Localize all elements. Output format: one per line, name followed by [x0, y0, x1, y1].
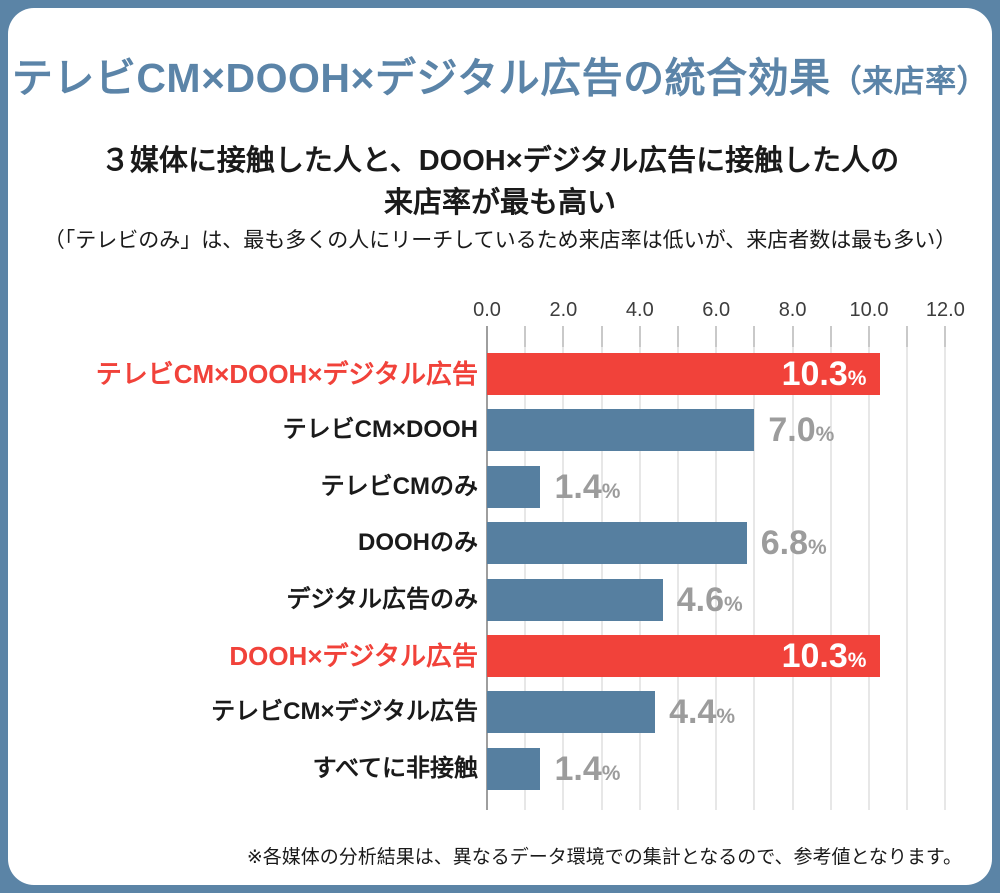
axis-tick-label: 6.0: [702, 299, 731, 321]
bar-row-label: テレビCM×DOOH: [282, 416, 478, 444]
axis-tick: [868, 326, 870, 347]
gridline: [791, 347, 794, 810]
bar: [487, 465, 541, 508]
bar: [487, 691, 656, 734]
axis-tick: [753, 326, 756, 347]
bar-value-percent-sign: %: [847, 367, 867, 390]
bar-value-percent-sign: %: [723, 592, 743, 616]
gridline: [562, 347, 565, 810]
axis-tick-label: 10.0: [849, 299, 889, 321]
gridline: [906, 347, 909, 810]
bar-value-percent-sign: %: [847, 649, 867, 672]
gridline: [829, 347, 832, 810]
axis-tick: [906, 326, 909, 347]
page-title-suffix: （来店率）: [830, 64, 989, 99]
bar-value-number: 4.4: [669, 693, 717, 732]
axis-tick: [791, 326, 794, 347]
bar: [487, 409, 755, 452]
axis-tick: [677, 326, 679, 347]
bar-row-label: デジタル広告のみ: [286, 585, 478, 613]
axis-tick: [486, 326, 488, 347]
axis-tick-label: 0.0: [473, 299, 501, 321]
gridline: [638, 347, 641, 810]
gridline: [677, 347, 679, 810]
bar-value-percent-sign: %: [815, 423, 835, 447]
axis-tick: [944, 326, 947, 347]
chart-subtitle: ３媒体に接触した人と、DOOH×デジタル広告に接触した人の 来店率が最も高い: [0, 140, 1000, 224]
axis-tick-label: 8.0: [778, 299, 807, 321]
bar: [487, 353, 881, 395]
axis-tick-label: 12.0: [925, 299, 965, 321]
bar-value: 10.3%: [487, 353, 867, 395]
bar-value: 10.3%: [487, 635, 867, 677]
bar-row-label: テレビCMのみ: [320, 472, 478, 500]
bar: [487, 747, 541, 790]
axis-tick: [524, 326, 527, 347]
footnote: ※各媒体の分析結果は、異なるデータ環境での集計となるので、参考値となります。: [246, 847, 962, 868]
bar-value-number: 1.4: [554, 749, 602, 788]
bar-row-label: テレビCM×デジタル広告: [211, 698, 478, 726]
axis-tick: [638, 326, 641, 347]
subtitle-line-2: 来店率が最も高い: [383, 187, 616, 219]
subtitle-line-1: ３媒体に接触した人と、DOOH×デジタル広告に接触した人の: [100, 145, 900, 177]
gridline: [753, 347, 756, 810]
bar-row-label: テレビCM×DOOH×デジタル広告: [95, 359, 478, 389]
gridline: [715, 347, 718, 810]
bar-row-label: DOOH×デジタル広告: [229, 641, 478, 671]
bar-value-number: 4.6: [676, 580, 724, 619]
bar-value: 1.4%: [554, 466, 620, 508]
bar-row-label: すべてに非接触: [312, 754, 478, 782]
axis-tick: [715, 326, 718, 347]
gridline: [944, 347, 947, 810]
bar: [487, 635, 881, 677]
bar-value: 1.4%: [554, 748, 620, 790]
axis-tick: [562, 326, 565, 347]
gridline: [868, 347, 870, 810]
bar-value-number: 10.3: [781, 637, 848, 675]
bar-value-percent-sign: %: [716, 705, 736, 729]
axis-tick-label: 2.0: [549, 299, 578, 321]
page-title: テレビCM×DOOH×デジタル広告の統合効果（来店率）: [0, 44, 1000, 104]
bar-value: 4.6%: [677, 579, 743, 621]
gridline: [486, 347, 488, 810]
bar-value-number: 1.4: [554, 467, 602, 506]
bar-row-label: DOOHのみ: [358, 529, 478, 557]
bar-value-number: 7.0: [768, 411, 816, 450]
bar-value-number: 6.8: [760, 524, 809, 563]
page-title-main: テレビCM×DOOH×デジタル広告の統合効果: [11, 55, 831, 101]
bar-value: 6.8%: [761, 522, 827, 564]
bar-value-number: 10.3: [781, 355, 848, 393]
gridline: [524, 347, 527, 810]
gridline: [600, 347, 603, 810]
subtitle-note: （「テレビのみ」は、最も多くの人にリーチしているため来店率は低いが、来店者数は最…: [43, 229, 957, 252]
bar-value-percent-sign: %: [808, 536, 827, 560]
axis-tick: [829, 326, 832, 347]
bar-value-percent-sign: %: [601, 761, 621, 785]
bar: [487, 578, 663, 621]
bar-value: 4.4%: [669, 691, 735, 733]
axis-tick-label: 4.0: [625, 299, 654, 321]
bar-value-percent-sign: %: [601, 479, 621, 503]
axis-tick: [600, 326, 603, 347]
bar: [487, 522, 747, 565]
bar-value: 7.0%: [768, 409, 834, 451]
